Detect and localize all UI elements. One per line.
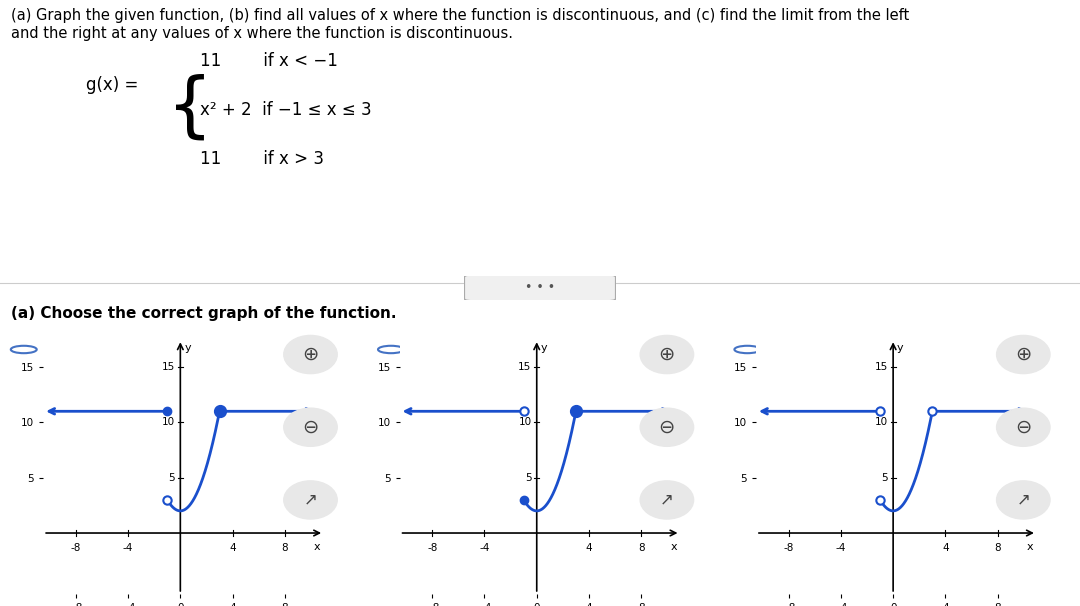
Circle shape xyxy=(997,408,1050,446)
Text: ⊕: ⊕ xyxy=(1015,345,1031,364)
Text: 5: 5 xyxy=(168,473,175,483)
Circle shape xyxy=(997,336,1050,373)
Text: ↗: ↗ xyxy=(1016,491,1030,509)
Text: x² + 2  if −1 ≤ x ≤ 3: x² + 2 if −1 ≤ x ≤ 3 xyxy=(200,101,372,119)
Text: ↗: ↗ xyxy=(303,491,318,509)
Text: 15: 15 xyxy=(162,362,175,372)
Text: x: x xyxy=(1027,542,1034,552)
Text: ⊕: ⊕ xyxy=(659,345,675,364)
Text: 5: 5 xyxy=(525,473,531,483)
Text: ⊖: ⊖ xyxy=(302,418,319,437)
Text: C.: C. xyxy=(767,342,784,357)
Circle shape xyxy=(640,336,693,373)
Text: 4: 4 xyxy=(585,543,592,553)
Text: -4: -4 xyxy=(836,543,846,553)
Text: 11        if x > 3: 11 if x > 3 xyxy=(200,150,324,168)
FancyBboxPatch shape xyxy=(464,275,616,301)
Text: 11        if x < −1: 11 if x < −1 xyxy=(200,52,338,70)
Text: • • •: • • • xyxy=(525,281,555,295)
Text: 8: 8 xyxy=(638,543,645,553)
Text: y: y xyxy=(897,342,904,353)
Text: 8: 8 xyxy=(995,543,1001,553)
Text: 4: 4 xyxy=(229,543,235,553)
Text: (a) Choose the correct graph of the function.: (a) Choose the correct graph of the func… xyxy=(11,306,396,321)
Text: (a) Graph the given function, (b) find all values of x where the function is dis: (a) Graph the given function, (b) find a… xyxy=(11,8,909,41)
Text: -4: -4 xyxy=(123,543,133,553)
Text: -8: -8 xyxy=(427,543,437,553)
Circle shape xyxy=(640,408,693,446)
Text: g(x) =: g(x) = xyxy=(86,76,138,95)
Circle shape xyxy=(284,336,337,373)
Text: 15: 15 xyxy=(875,362,888,372)
Text: -4: -4 xyxy=(480,543,489,553)
Text: A.: A. xyxy=(43,342,60,357)
Text: x: x xyxy=(314,542,321,552)
Text: ↗: ↗ xyxy=(660,491,674,509)
Text: 5: 5 xyxy=(881,473,888,483)
Circle shape xyxy=(997,481,1050,519)
Text: x: x xyxy=(671,542,677,552)
Text: y: y xyxy=(541,342,548,353)
Text: 4: 4 xyxy=(942,543,948,553)
Text: ⊖: ⊖ xyxy=(659,418,675,437)
Circle shape xyxy=(284,481,337,519)
Text: 8: 8 xyxy=(282,543,288,553)
Text: ⊕: ⊕ xyxy=(302,345,319,364)
Text: 10: 10 xyxy=(875,418,888,427)
Text: B.: B. xyxy=(410,342,428,357)
Text: 10: 10 xyxy=(162,418,175,427)
Text: {: { xyxy=(167,74,214,142)
Text: ⊖: ⊖ xyxy=(1015,418,1031,437)
Circle shape xyxy=(640,481,693,519)
Circle shape xyxy=(284,408,337,446)
Text: 10: 10 xyxy=(518,418,531,427)
Text: -8: -8 xyxy=(70,543,81,553)
Text: y: y xyxy=(185,342,191,353)
Text: 15: 15 xyxy=(518,362,531,372)
Text: -8: -8 xyxy=(783,543,794,553)
